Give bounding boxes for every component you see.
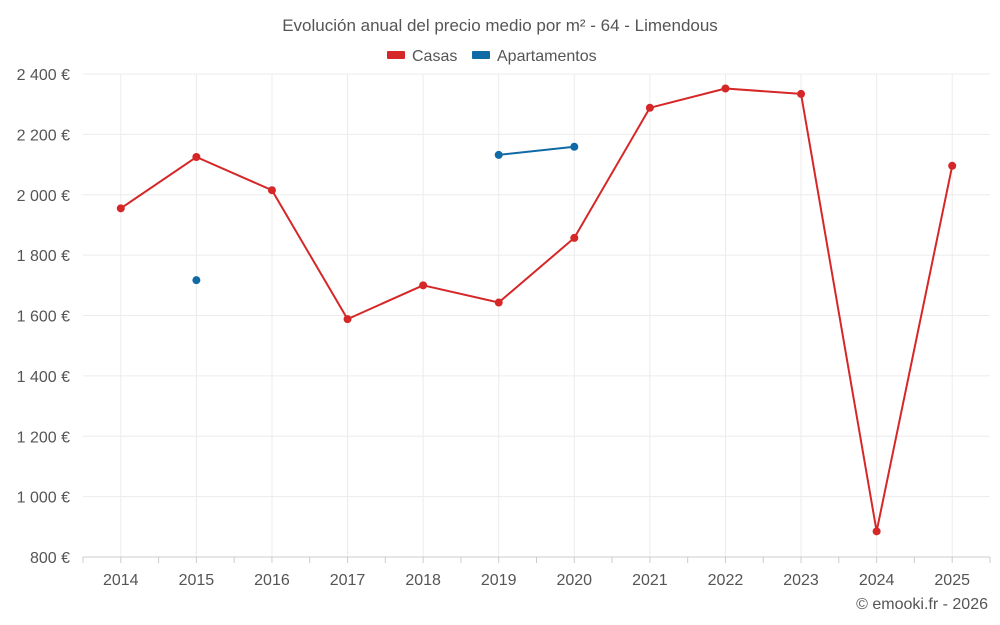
data-point-apartamentos[interactable] [494, 150, 503, 159]
x-tick-label: 2024 [859, 572, 895, 589]
y-tick-label: 1 400 € [17, 369, 70, 386]
data-point-casas[interactable] [343, 315, 352, 324]
data-point-casas[interactable] [116, 204, 125, 213]
data-point-casas[interactable] [419, 281, 428, 290]
data-point-casas[interactable] [267, 186, 276, 195]
x-tick-label: 2015 [179, 572, 215, 589]
chart-title: Evolución anual del precio medio por m² … [282, 16, 718, 35]
legend-label-casas: Casas [412, 48, 457, 65]
x-tick-label: 2017 [330, 572, 366, 589]
legend: Casas Apartamentos [387, 48, 597, 65]
y-tick-label: 1 800 € [17, 248, 70, 265]
legend-swatch-casas [387, 51, 405, 59]
x-tick-label: 2016 [254, 572, 290, 589]
series [116, 84, 957, 536]
x-tick-label: 2021 [632, 572, 668, 589]
y-tick-label: 1 200 € [17, 429, 70, 446]
x-tick-label: 2025 [934, 572, 970, 589]
series-line-casas [120, 87, 954, 533]
data-point-casas[interactable] [797, 89, 806, 98]
data-point-casas[interactable] [494, 298, 503, 307]
x-tick-label: 2014 [103, 572, 139, 589]
legend-swatch-apartamentos [472, 51, 490, 59]
x-tick-label: 2022 [708, 572, 744, 589]
credit-text: © emooki.fr - 2026 [856, 596, 988, 613]
legend-label-apartamentos: Apartamentos [497, 48, 597, 65]
data-point-apartamentos[interactable] [192, 276, 201, 285]
data-point-casas[interactable] [721, 84, 730, 93]
legend-item-apartamentos[interactable]: Apartamentos [472, 48, 597, 65]
x-tick-label: 2019 [481, 572, 517, 589]
x-axis: 2014 2015 2016 2017 2018 2019 2020 2021 2022 2023… [82, 556, 991, 589]
data-point-casas[interactable] [192, 153, 201, 162]
y-tick-label: 800 € [30, 550, 70, 567]
legend-item-casas[interactable]: Casas [387, 48, 457, 65]
y-tick-label: 2 000 € [17, 188, 70, 205]
data-point-apartamentos[interactable] [570, 142, 579, 151]
series-line-apartamentos [498, 145, 575, 156]
y-axis: 800 € 1 000 € 1 200 € 1 400 € 1 600 € 1 800 €… [17, 67, 70, 567]
x-tick-label: 2020 [556, 572, 592, 589]
x-tick-label: 2018 [405, 572, 441, 589]
grid [83, 73, 990, 557]
data-point-casas[interactable] [570, 233, 579, 242]
y-tick-label: 2 400 € [17, 67, 70, 84]
data-point-casas[interactable] [645, 103, 654, 112]
y-tick-label: 2 200 € [17, 127, 70, 144]
data-point-casas[interactable] [872, 527, 881, 536]
y-tick-label: 1 600 € [17, 309, 70, 326]
x-tick-label: 2023 [783, 572, 819, 589]
y-tick-label: 1 000 € [17, 490, 70, 507]
data-point-casas[interactable] [948, 161, 957, 170]
